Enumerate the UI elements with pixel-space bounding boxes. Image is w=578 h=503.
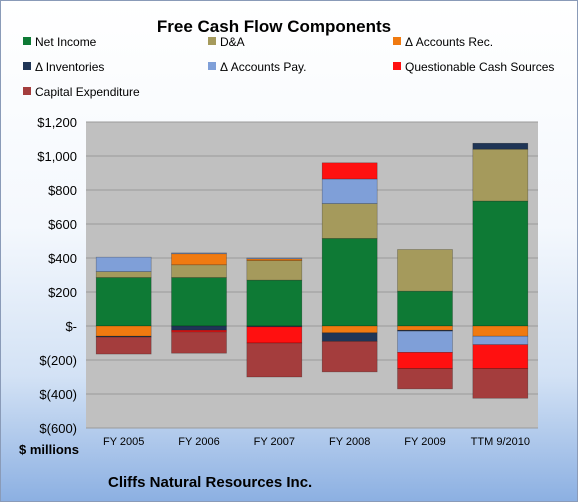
y-axis-unit-label: $ millions <box>19 442 79 457</box>
legend-label: Δ Inventories <box>35 60 104 74</box>
x-tick-label: FY 2009 <box>404 436 445 448</box>
bar-net-income-fy-2009 <box>397 290 453 327</box>
bar-capital-expenditure-fy-2007 <box>246 342 303 378</box>
x-tick-label: FY 2006 <box>178 436 219 448</box>
legend-label: Questionable Cash Sources <box>405 60 554 74</box>
y-tick-label: $(600) <box>39 421 77 436</box>
legend-label: D&A <box>220 35 245 49</box>
bar-accounts-pay-fy-2006 <box>171 252 227 255</box>
y-tick-label: $1,000 <box>37 149 77 164</box>
bar-inventories-fy-2006 <box>171 325 227 331</box>
y-tick-label: $800 <box>48 183 77 198</box>
bar-d-a-ttm-9-2010 <box>472 148 529 202</box>
x-tick-label: FY 2005 <box>103 436 144 448</box>
legend-swatch <box>393 37 401 45</box>
bar-accounts-rec-fy-2005 <box>95 325 152 337</box>
bar-accounts-rec-fy-2009 <box>397 325 453 331</box>
bar-accounts-pay-fy-2009 <box>397 330 453 353</box>
bar-d-a-fy-2008 <box>321 203 378 239</box>
plot-area <box>86 122 538 428</box>
gridlines <box>86 121 538 429</box>
bar-questionable-cash-sources-fy-2008 <box>321 162 378 180</box>
legend-swatch <box>23 62 31 70</box>
legend-label: Capital Expenditure <box>35 85 140 99</box>
x-tick-label: FY 2008 <box>329 436 370 448</box>
bar-inventories-ttm-9-2010 <box>472 142 529 150</box>
bar-d-a-fy-2007 <box>246 260 303 281</box>
bar-inventories-fy-2008 <box>321 332 378 342</box>
y-tick-label: $1,200 <box>37 115 77 130</box>
chart-title: Free Cash Flow Components <box>157 17 391 36</box>
bar-net-income-fy-2006 <box>171 277 227 327</box>
bar-capital-expenditure-fy-2008 <box>321 340 378 373</box>
bar-questionable-cash-sources-fy-2009 <box>397 352 453 369</box>
y-tick-label: $400 <box>48 251 77 266</box>
bar-d-a-fy-2006 <box>171 264 227 278</box>
bar-accounts-pay-fy-2008 <box>321 178 378 204</box>
source-company-label: Cliffs Natural Resources Inc. <box>108 474 312 491</box>
bar-net-income-fy-2008 <box>321 238 378 327</box>
bar-accounts-pay-fy-2007 <box>246 257 303 260</box>
y-tick-label: $(400) <box>39 387 77 402</box>
bar-accounts-rec-fy-2006 <box>171 253 227 266</box>
x-axis-ticks: FY 2005 FY 2006 FY 2007 FY 2008 FY 2009 TTM 9… <box>103 436 530 448</box>
bars <box>95 142 529 399</box>
bar-net-income-fy-2007 <box>246 279 303 327</box>
bar-capital-expenditure-fy-2005 <box>95 336 152 355</box>
bar-capital-expenditure-fy-2006 <box>171 331 227 354</box>
y-tick-label: $200 <box>48 285 77 300</box>
legend-label: Δ Accounts Pay. <box>220 60 307 74</box>
bar-accounts-pay-fy-2005 <box>95 256 152 272</box>
x-tick-label: FY 2007 <box>254 436 295 448</box>
x-tick-label: TTM 9/2010 <box>471 436 530 448</box>
bar-capital-expenditure-fy-2009 <box>397 368 453 390</box>
legend-swatch <box>393 62 401 70</box>
y-tick-label: $600 <box>48 217 77 232</box>
legend-swatch <box>208 62 216 70</box>
bar-accounts-rec-ttm-9-2010 <box>472 325 529 337</box>
legend-swatch <box>23 87 31 95</box>
bar-capital-expenditure-ttm-9-2010 <box>472 368 529 399</box>
y-tick-label: $(200) <box>39 353 77 368</box>
bar-accounts-pay-ttm-9-2010 <box>472 335 529 346</box>
bar-d-a-fy-2005 <box>95 271 152 278</box>
bar-d-a-fy-2009 <box>397 249 453 292</box>
bar-net-income-ttm-9-2010 <box>472 200 529 327</box>
legend: Net Income D&A Δ Accounts Rec. Δ Inventorie… <box>23 35 554 99</box>
bar-questionable-cash-sources-ttm-9-2010 <box>472 344 529 369</box>
y-axis-ticks: $(600) $(400) $(200) $- $200 $400 $600 $800 $1,0… <box>37 115 77 436</box>
y-tick-label: $- <box>65 319 77 334</box>
bar-net-income-fy-2005 <box>95 277 152 327</box>
legend-swatch <box>23 37 31 45</box>
bar-questionable-cash-sources-fy-2007 <box>246 326 303 344</box>
legend-label: Net Income <box>35 35 97 49</box>
bar-accounts-rec-fy-2008 <box>321 325 378 334</box>
legend-swatch <box>208 37 216 45</box>
legend-label: Δ Accounts Rec. <box>405 35 493 49</box>
